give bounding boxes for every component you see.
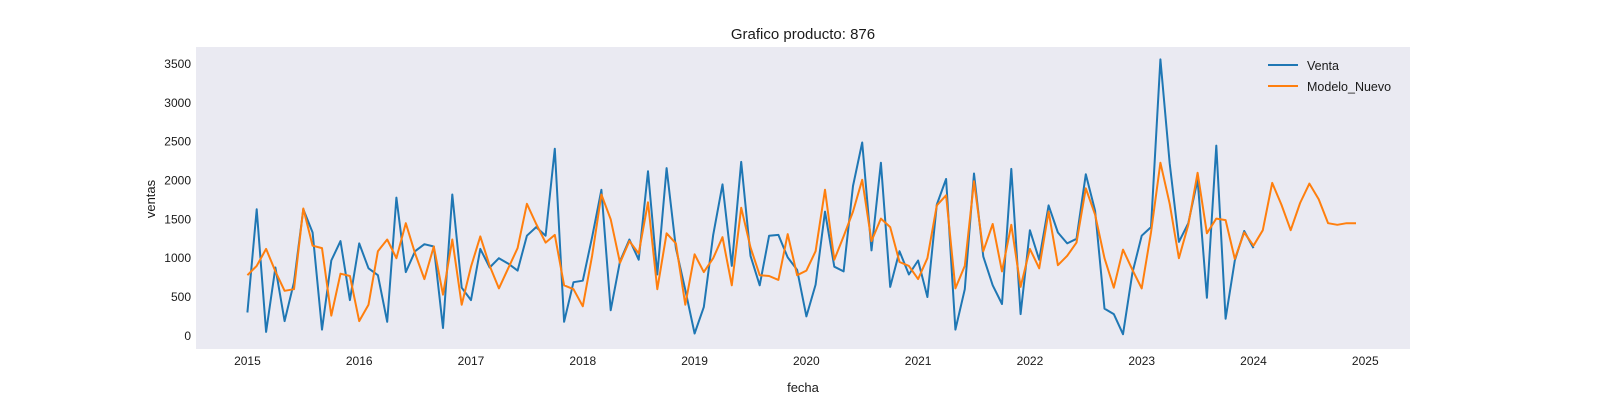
y-tick-label: 1000	[164, 251, 191, 265]
x-tick-label: 2018	[569, 354, 596, 368]
x-tick-label: 2016	[346, 354, 373, 368]
chart-title: Grafico producto: 876	[731, 26, 875, 43]
x-tick-label: 2017	[458, 354, 485, 368]
y-tick-label: 1500	[164, 212, 191, 226]
y-axis: 0 500 1000 1500 2000 2500 3000 3500	[164, 57, 191, 343]
y-axis-label: ventas	[143, 179, 158, 218]
legend: Venta Modelo_Nuevo	[1268, 59, 1391, 94]
x-tick-label: 2023	[1128, 354, 1155, 368]
y-tick-label: 500	[171, 290, 191, 304]
legend-label-venta: Venta	[1307, 59, 1339, 73]
x-tick-label: 2022	[1017, 354, 1044, 368]
series-layer	[246, 58, 1356, 336]
x-tick-label: 2015	[234, 354, 261, 368]
x-tick-label: 2025	[1352, 354, 1379, 368]
x-axis-label: fecha	[787, 380, 820, 395]
y-tick-label: 2000	[164, 174, 191, 188]
y-tick-label: 2500	[164, 135, 191, 149]
x-tick-label: 2024	[1240, 354, 1267, 368]
y-tick-label: 3000	[164, 96, 191, 110]
x-axis: 2015 2016 2017 2018 2019 2020 2021 2022 2023 2024…	[234, 354, 1379, 368]
series-line-modelo-nuevo	[246, 161, 1356, 323]
y-tick-label: 3500	[164, 57, 191, 71]
x-tick-label: 2020	[793, 354, 820, 368]
x-tick-label: 2021	[905, 354, 932, 368]
x-tick-label: 2019	[681, 354, 708, 368]
legend-label-modelo-nuevo: Modelo_Nuevo	[1307, 80, 1391, 94]
y-tick-label: 0	[184, 329, 191, 343]
